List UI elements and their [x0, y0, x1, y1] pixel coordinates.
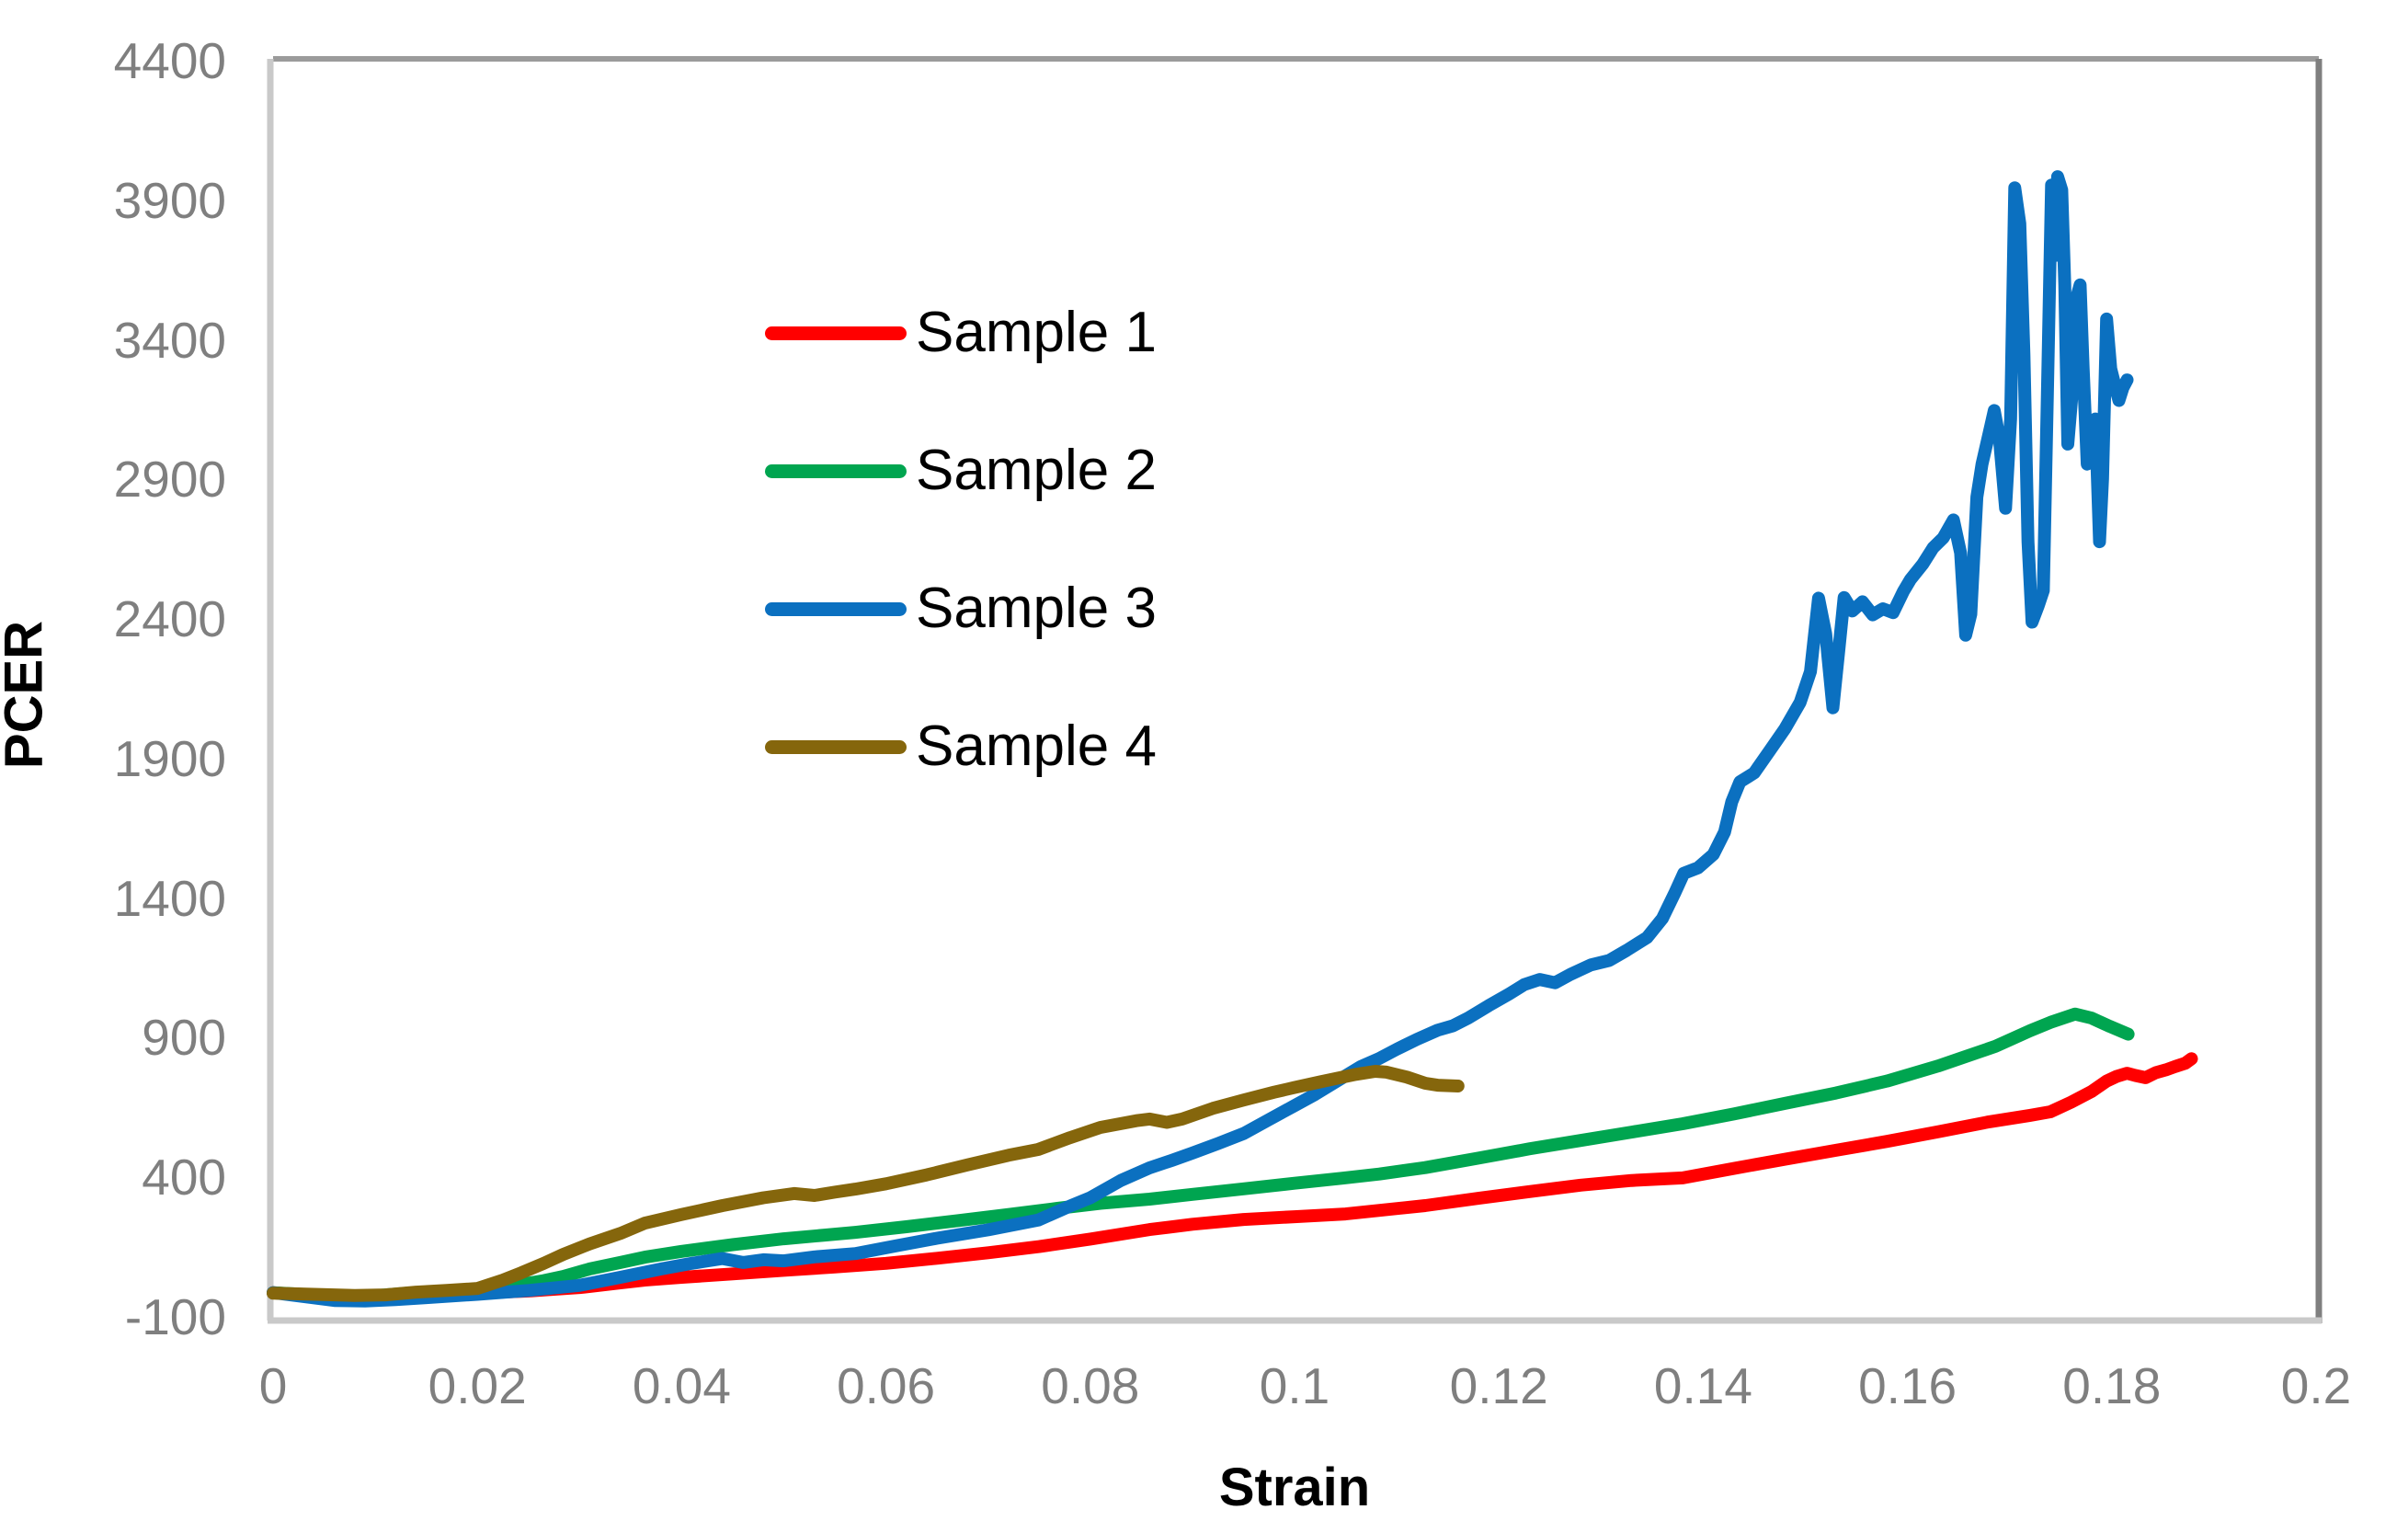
legend-line-swatch	[765, 326, 907, 340]
y-tick-label: 1400	[113, 869, 226, 927]
legend-line-swatch	[765, 601, 907, 616]
x-tick-label: 0.2	[2280, 1357, 2352, 1414]
y-tick-label: 4400	[113, 32, 226, 89]
legend-label: Sample 4	[916, 715, 1157, 778]
x-tick-label: 0.1	[1259, 1357, 1330, 1414]
x-tick-label: 0.18	[2062, 1357, 2162, 1414]
x-axis-title: Strain	[1218, 1458, 1371, 1517]
series-line-sample-4	[267, 1065, 1465, 1302]
y-tick-label: 1900	[113, 729, 226, 787]
y-axis-title: PCER	[0, 620, 54, 770]
x-tick-label: 0.02	[428, 1357, 527, 1414]
y-tick-label: 900	[142, 1009, 226, 1067]
legend-entry: Sample 4	[765, 678, 1157, 816]
x-tick-label: 0.14	[1653, 1357, 1752, 1414]
legend-line-swatch	[765, 463, 907, 478]
legend-label: Sample 2	[916, 439, 1157, 502]
y-tick-label: -100	[124, 1288, 226, 1345]
x-tick-label: 0.04	[632, 1357, 731, 1414]
y-tick-label: 2900	[113, 451, 226, 509]
x-tick-label: 0.16	[1858, 1357, 1957, 1414]
y-tick-label: 400	[142, 1149, 226, 1207]
legend: Sample 1 Sample 2 Sample 3 Sample 4	[765, 264, 1157, 816]
legend-line-swatch	[765, 739, 907, 754]
x-tick-label: 0.06	[837, 1357, 936, 1414]
x-tick-label: 0.08	[1041, 1357, 1140, 1414]
y-tick-label: 3400	[113, 311, 226, 369]
legend-label: Sample 1	[916, 301, 1157, 364]
x-tick-label: 0	[258, 1357, 288, 1414]
y-tick-label: 2400	[113, 590, 226, 648]
series-line-sample-3	[267, 170, 2134, 1308]
x-tick-label: 0.12	[1449, 1357, 1548, 1414]
legend-label: Sample 3	[916, 577, 1157, 640]
legend-entry: Sample 2	[765, 402, 1157, 540]
legend-entry: Sample 3	[765, 540, 1157, 678]
legend-entry: Sample 1	[765, 264, 1157, 402]
y-tick-label: 3900	[113, 171, 226, 229]
